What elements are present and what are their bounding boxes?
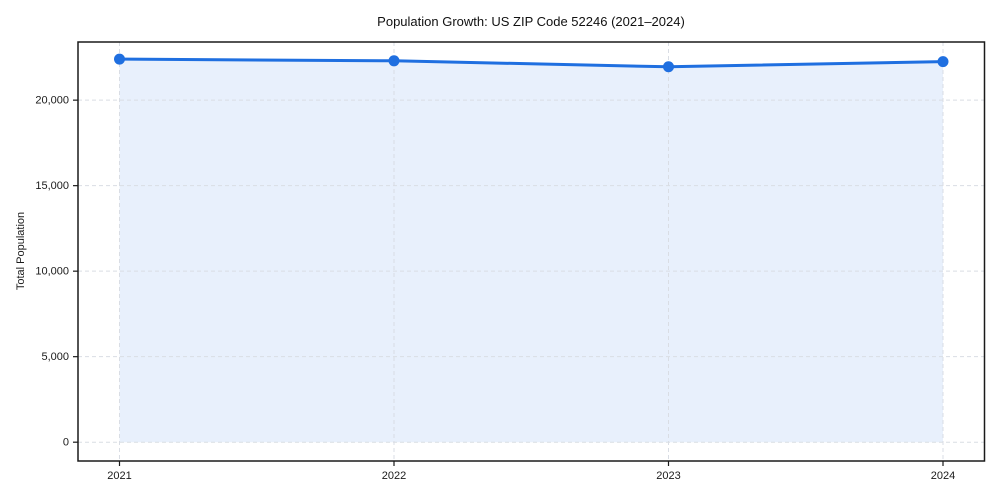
data-point-2022 <box>388 55 400 67</box>
x-tick-label: 2021 <box>107 470 131 482</box>
plot-frame <box>77 41 986 462</box>
data-point-2023 <box>663 61 674 73</box>
y-tick-label: 0 <box>63 437 69 449</box>
y-tick-label: 15,000 <box>35 180 69 192</box>
y-tick-label: 20,000 <box>35 95 69 107</box>
data-point-2024 <box>937 56 949 68</box>
x-tick-label: 2023 <box>656 470 680 482</box>
x-tick-label: 2022 <box>382 470 406 482</box>
y-tick-label: 10,000 <box>35 266 69 278</box>
y-tick-label: 5,000 <box>41 351 69 363</box>
series-area-fill <box>119 59 943 443</box>
x-tick-label: 2024 <box>931 470 955 482</box>
series-line <box>118 57 945 69</box>
chart-title: Population Growth: US ZIP Code 52246 (20… <box>377 14 685 29</box>
data-point-2021 <box>114 53 125 65</box>
